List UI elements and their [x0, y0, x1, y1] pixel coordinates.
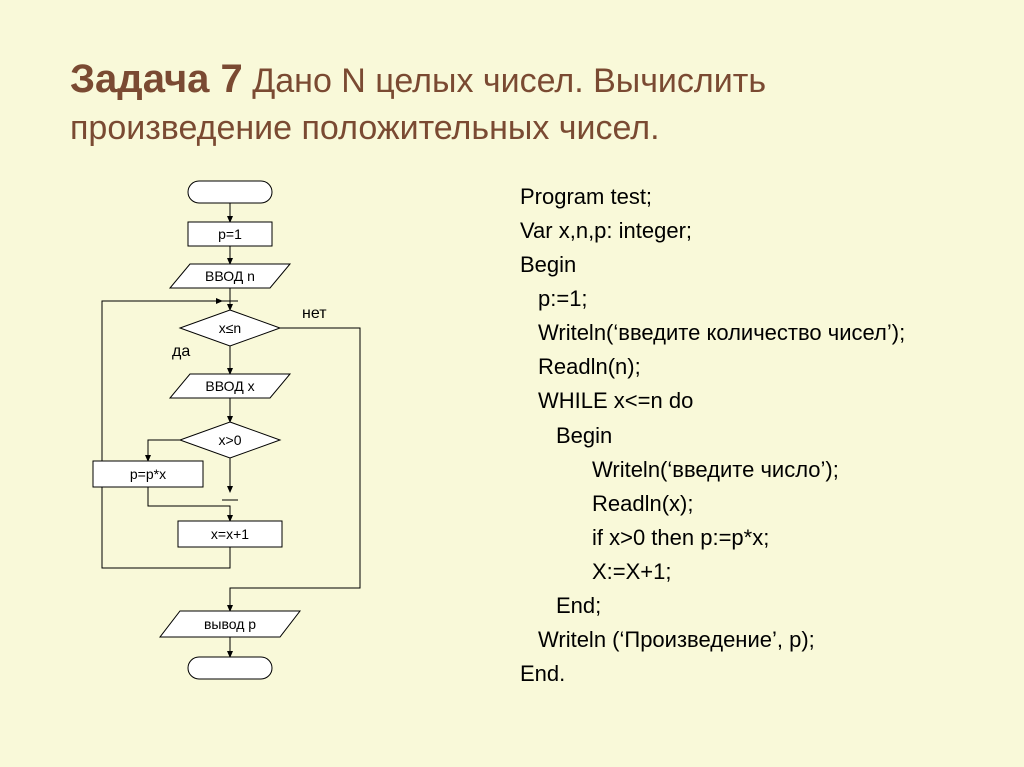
flow-node-label: p=1 [218, 226, 242, 242]
flow-node-label: p=p*x [130, 466, 166, 482]
code-line: Readln(x); [520, 487, 905, 521]
branch-label-yes: да [172, 343, 190, 360]
title-line1: Задача 7 Дано N целых чисел. Вычислить [70, 52, 954, 106]
code-line: if x>0 then p:=p*x; [520, 521, 905, 555]
title-area: Задача 7 Дано N целых чисел. Вычислить п… [0, 0, 1024, 172]
code-line: End. [520, 657, 905, 691]
code-line: Writeln(‘введите количество чисел’); [520, 316, 905, 350]
content-area: p=1 ВВОД n x≤n ВВОД x x>0 p=p*x x=x+1 вывод p не… [0, 172, 1024, 732]
code-line: Begin [520, 248, 905, 282]
flow-node-label: x>0 [219, 432, 242, 448]
code-line: X:=X+1; [520, 555, 905, 589]
flow-edge [148, 487, 230, 521]
title-line2: произведение положительных чисел. [70, 106, 954, 152]
flowchart-svg: p=1 ВВОД n x≤n ВВОД x x>0 p=p*x x=x+1 вывод p не… [50, 172, 410, 712]
branch-label-no: нет [302, 305, 327, 322]
code-line: Var x,n,p: integer; [520, 214, 905, 248]
task-number: Задача 7 [70, 57, 243, 101]
flow-node-start [188, 181, 272, 203]
flow-node-end [188, 657, 272, 679]
code-line: p:=1; [520, 282, 905, 316]
flowchart: p=1 ВВОД n x≤n ВВОД x x>0 p=p*x x=x+1 вывод p не… [50, 172, 410, 732]
flow-node-label: вывод p [204, 616, 256, 632]
code-line: Writeln(‘введите число’); [520, 453, 905, 487]
flow-edge [230, 328, 360, 611]
flow-node-label: ВВОД x [205, 378, 254, 394]
code-line: Begin [520, 419, 905, 453]
code-line: WHILE x<=n do [520, 384, 905, 418]
flow-node-label: x=x+1 [211, 526, 249, 542]
code-line: Program test; [520, 180, 905, 214]
code-line: End; [520, 589, 905, 623]
title-rest: Дано N целых чисел. Вычислить [243, 62, 766, 100]
code-line: Writeln (‘Произведение’, p); [520, 623, 905, 657]
code-line: Readln(n); [520, 350, 905, 384]
flow-node-label: ВВОД n [205, 268, 255, 284]
flow-node-label: x≤n [219, 320, 241, 336]
code-block: Program test;Var x,n,p: integer;Beginp:=… [410, 172, 905, 732]
flow-edge [148, 440, 180, 461]
